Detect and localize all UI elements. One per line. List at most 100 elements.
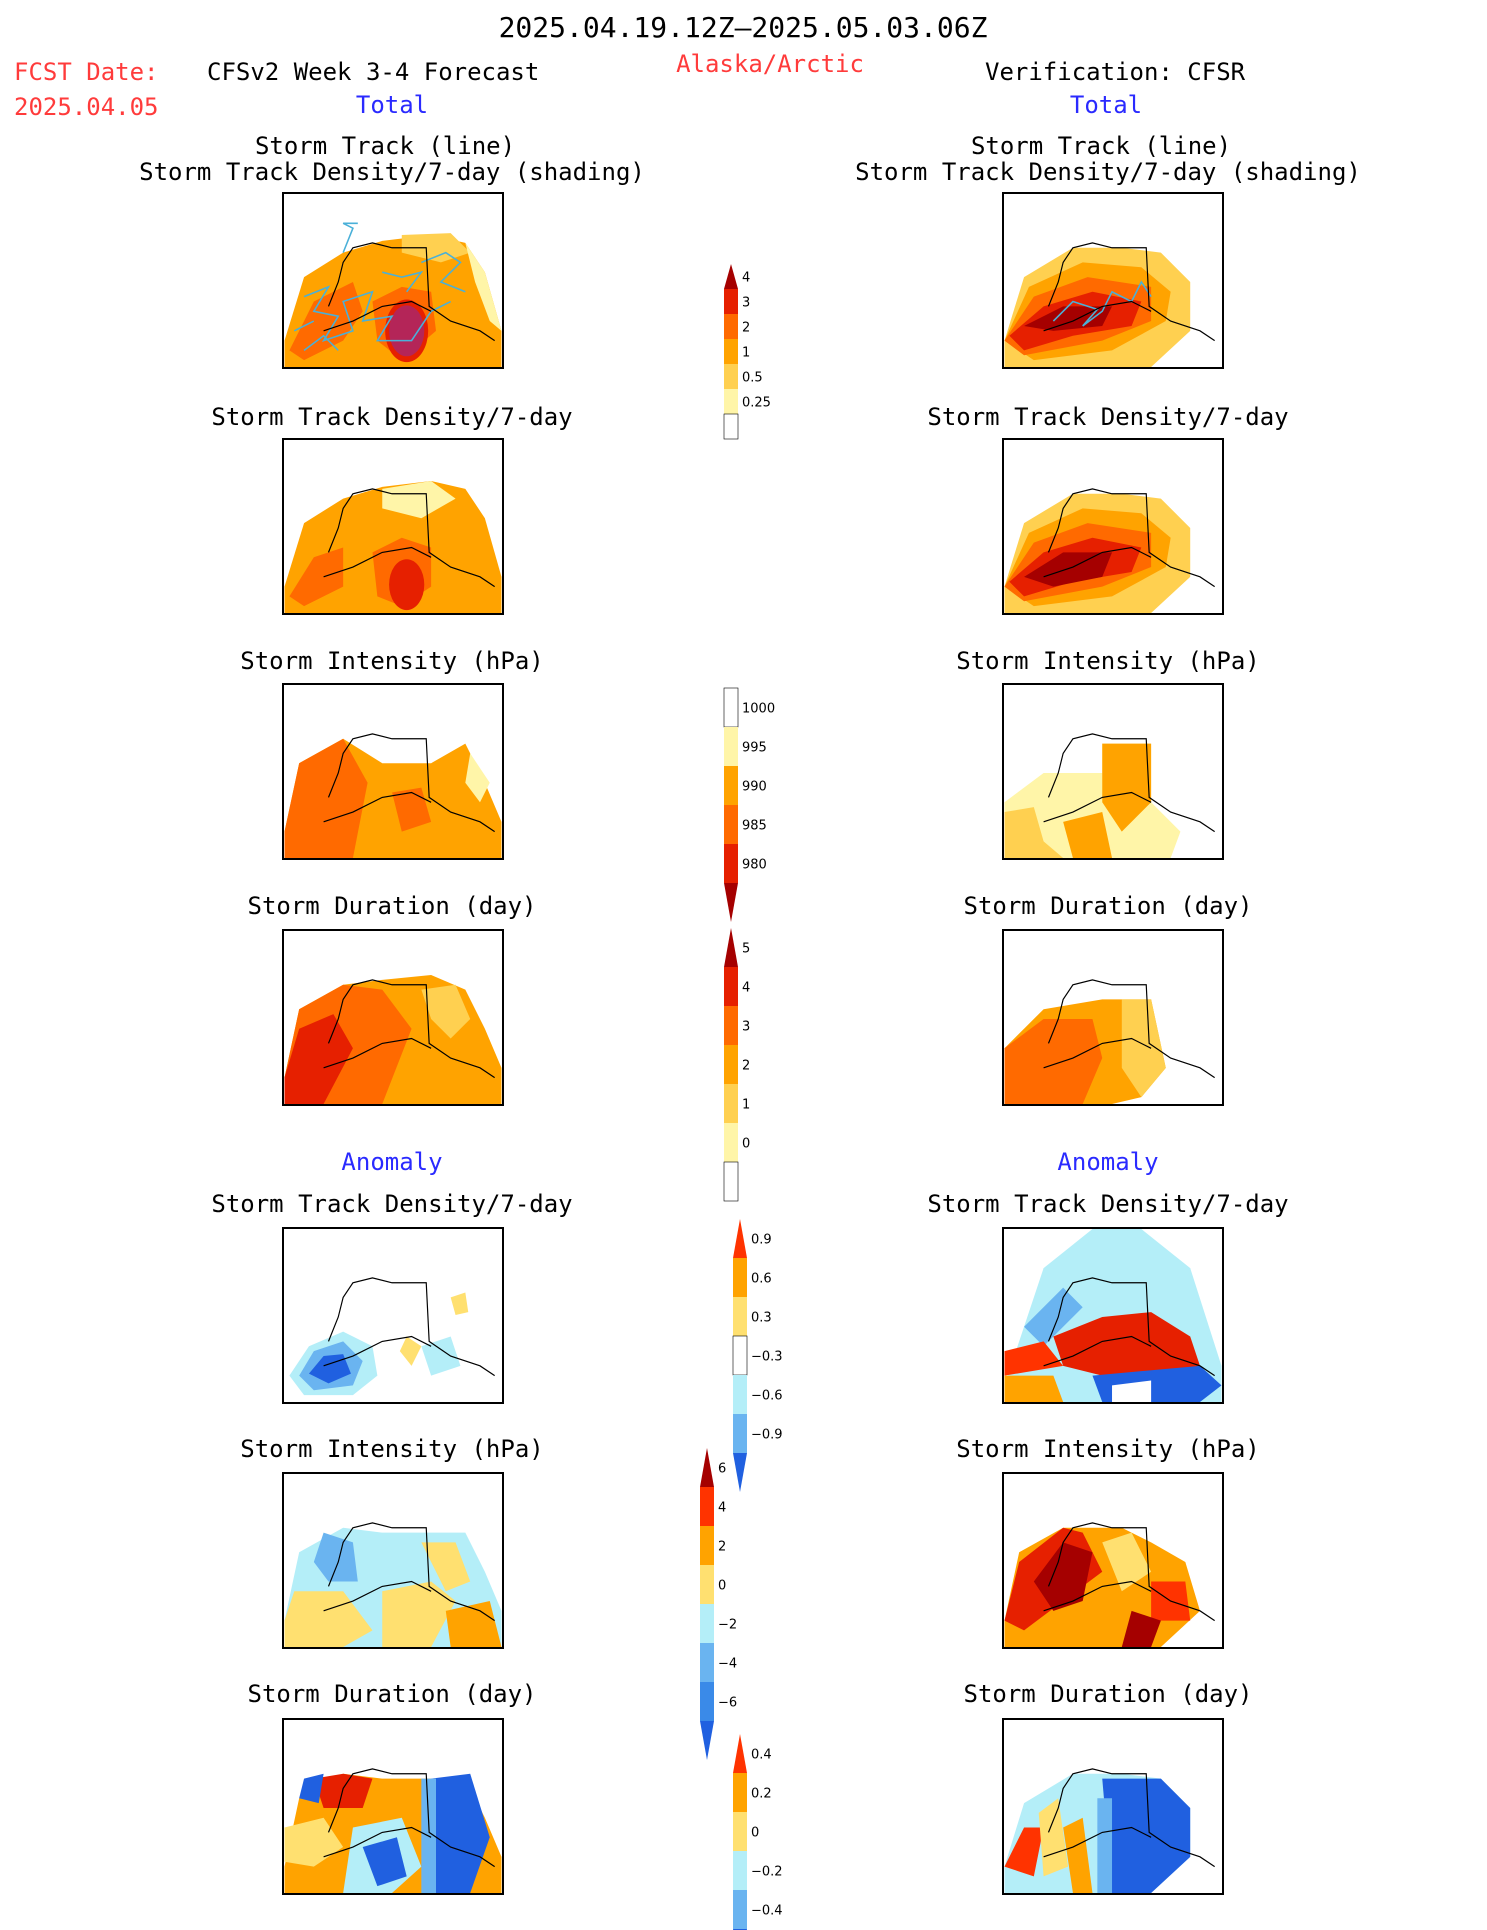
colorbar-tick-label: 2 — [742, 321, 750, 336]
colorbar-tick-label: −0.6 — [751, 1389, 783, 1404]
right-track-line-title: Storm Track (line) — [970, 132, 1232, 160]
map-right-density — [1002, 438, 1224, 615]
colorbar-tick-label: 980 — [742, 858, 767, 873]
map-right-anom-intensity — [1002, 1472, 1224, 1649]
colorbar-tick-label: 0.3 — [751, 1311, 772, 1326]
colorbar-tick-label: −0.4 — [751, 1904, 783, 1919]
colorbar-tick-label: 995 — [742, 741, 767, 756]
colorbar-segment — [724, 314, 738, 339]
left-anom-intensity-title: Storm Intensity (hPa) — [240, 1435, 544, 1463]
colorbar-segment — [733, 1773, 747, 1812]
map-right-anom-duration — [1002, 1718, 1224, 1895]
fcst-date-value: 2025.04.05 — [14, 93, 159, 121]
map-left-anom-density — [282, 1227, 504, 1404]
colorbar-tick-label: −4 — [718, 1657, 737, 1672]
map-right-duration — [1002, 929, 1224, 1106]
left-duration-title: Storm Duration (day) — [247, 892, 537, 920]
colorbar-segment — [733, 1734, 747, 1773]
left-anomaly-label: Anomaly — [341, 1148, 443, 1176]
colorbar-segment — [724, 264, 738, 289]
colorbar-tick-label: 0 — [718, 1579, 726, 1594]
colorbar-segment — [724, 339, 738, 364]
map-left-duration — [282, 929, 504, 1106]
map-left-track — [282, 192, 504, 369]
right-anom-duration-title: Storm Duration (day) — [963, 1680, 1253, 1708]
colorbar-segment — [724, 1045, 738, 1084]
colorbar-segment — [724, 805, 738, 844]
colorbar-tick-label: 2 — [742, 1059, 750, 1074]
right-duration-title: Storm Duration (day) — [963, 892, 1253, 920]
colorbar-duration-total: 5 4 3 2 1 0 — [723, 890, 784, 1202]
colorbar-segment — [724, 727, 738, 766]
map-left-density — [282, 438, 504, 615]
map-right-track — [1002, 192, 1224, 369]
colorbar-tick-label: 990 — [742, 780, 767, 795]
map-left-intensity — [282, 683, 504, 860]
colorbar-segment — [733, 1414, 747, 1453]
colorbar-segment — [733, 1375, 747, 1414]
left-intensity-title: Storm Intensity (hPa) — [240, 647, 544, 675]
colorbar-tick-label: 4 — [742, 981, 750, 996]
date-range-title: 2025.04.19.12Z–2025.05.03.06Z — [498, 11, 988, 44]
left-anom-density-title: Storm Track Density/7-day — [211, 1190, 573, 1218]
colorbar-tick-label: 6 — [718, 1462, 726, 1477]
colorbar-tick-label: 0.6 — [751, 1272, 772, 1287]
colorbar-segment — [724, 928, 738, 967]
colorbar-segment — [724, 967, 738, 1006]
colorbar-tick-label: 0 — [751, 1826, 759, 1841]
colorbar-density-anom: 0.9 0.6 0.3 −0.3 −0.6 −0.9 — [732, 1181, 793, 1492]
map-left-anom-intensity — [282, 1472, 504, 1649]
left-track-line-title: Storm Track (line) — [254, 132, 516, 160]
region-title: Alaska/Arctic — [676, 50, 864, 78]
right-track-shading-title: Storm Track Density/7-day (shading) — [855, 158, 1361, 186]
colorbar-segment — [733, 1219, 747, 1258]
colorbar-tick-label: 0 — [742, 1137, 750, 1152]
colorbar-segment — [733, 1851, 747, 1890]
colorbar-duration-anom: 0.4 0.2 0 −0.2 −0.4 — [733, 1696, 793, 1930]
colorbar-segment — [733, 1453, 747, 1492]
left-track-shading-title: Storm Track Density/7-day (shading) — [139, 158, 645, 186]
map-left-anom-duration — [282, 1718, 504, 1895]
colorbar-density-total: 4 3 2 1 0.5 0.25 — [723, 264, 784, 548]
colorbar-tick-label: 0.2 — [751, 1787, 772, 1802]
colorbar-tick-label: −0.2 — [751, 1865, 783, 1880]
colorbar-segment — [733, 1297, 747, 1336]
colorbar-tick-label: 1 — [742, 346, 750, 361]
colorbar-tick-label: 1000 — [742, 702, 775, 717]
map-right-intensity — [1002, 683, 1224, 860]
colorbar-segment — [724, 844, 738, 883]
verification-title: Verification: CFSR — [985, 58, 1246, 86]
colorbar-segment — [733, 1890, 747, 1929]
colorbar-tick-label: 0.5 — [742, 371, 763, 386]
colorbar-tick-label: 3 — [742, 296, 750, 311]
colorbar-segment — [700, 1604, 714, 1643]
map-right-anom-density — [1002, 1227, 1224, 1404]
colorbar-intensity-anom: 6 4 2 0 −2 −4 −6 — [700, 1410, 760, 1760]
colorbar-tick-label: 0.25 — [742, 396, 771, 411]
right-intensity-title: Storm Intensity (hPa) — [956, 647, 1260, 675]
colorbar-segment — [700, 1487, 714, 1526]
colorbar-tick-label: 5 — [742, 942, 750, 957]
colorbar-segment — [700, 1682, 714, 1721]
colorbar-tick-label: 4 — [742, 271, 750, 286]
right-anom-intensity-title: Storm Intensity (hPa) — [956, 1435, 1260, 1463]
colorbar-segment — [724, 389, 738, 414]
colorbar-segment — [732, 1335, 748, 1376]
right-anom-density-title: Storm Track Density/7-day — [927, 1190, 1289, 1218]
colorbar-segment — [700, 1448, 714, 1487]
left-density-title: Storm Track Density/7-day — [211, 403, 573, 431]
colorbar-tick-label: 2 — [718, 1540, 726, 1555]
colorbar-tick-label: −0.3 — [751, 1350, 783, 1365]
colorbar-segment — [724, 1006, 738, 1045]
colorbar-segment — [724, 1084, 738, 1123]
colorbar-intensity-total: 1000 995 990 985 980 — [723, 648, 784, 922]
colorbar-tick-label: −2 — [718, 1618, 737, 1633]
colorbar-segment — [724, 364, 738, 389]
fcst-date-label: FCST Date: — [14, 58, 159, 86]
colorbar-tick-label: 985 — [742, 819, 767, 834]
colorbar-segment — [733, 1258, 747, 1297]
colorbar-segment — [700, 1526, 714, 1565]
colorbar-segment — [723, 413, 739, 440]
right-anomaly-label: Anomaly — [1057, 1148, 1159, 1176]
colorbar-segment — [723, 687, 739, 728]
